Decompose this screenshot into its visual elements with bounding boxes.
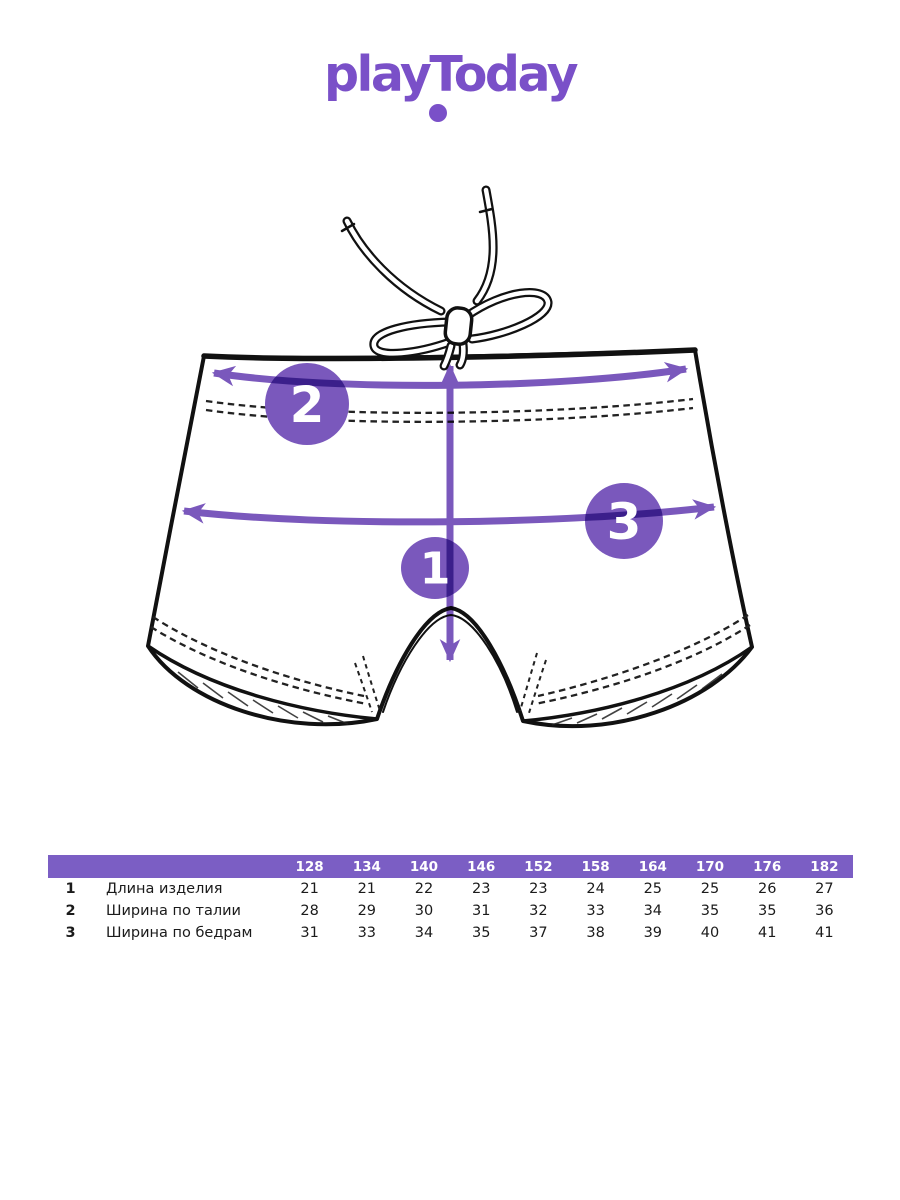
row-value: 39 xyxy=(643,925,663,941)
brand-logo-text: playToday xyxy=(323,46,579,103)
drawstring-bow xyxy=(340,185,553,371)
measure-marker-numbers: 2 3 1 xyxy=(290,376,642,595)
header-cell-size: 146 xyxy=(467,858,496,875)
row-value: 26 xyxy=(757,881,777,897)
stitch-lines xyxy=(150,397,751,706)
row-number: 3 xyxy=(65,925,76,941)
crotch-stitch-lines xyxy=(354,652,547,714)
row-value: 37 xyxy=(529,925,548,941)
row-value: 28 xyxy=(300,903,319,919)
bow-knot xyxy=(443,306,474,346)
marker-number-2: 2 xyxy=(290,376,325,434)
measure-arrows xyxy=(181,362,717,663)
size-table-row: 2 Ширина по талии 28 29 30 31 32 33 34 3… xyxy=(48,900,853,922)
row-value: 25 xyxy=(643,881,663,897)
row-label: Длина изделия xyxy=(106,881,223,897)
row-value: 36 xyxy=(815,903,834,919)
brand-logo: playToday xyxy=(0,50,900,100)
row-value: 30 xyxy=(414,903,434,919)
row-value: 24 xyxy=(586,881,605,897)
header-cell-size: 158 xyxy=(581,858,610,875)
row-value: 41 xyxy=(757,925,777,941)
row-value: 34 xyxy=(643,903,663,919)
row-number: 1 xyxy=(65,881,76,897)
row-value: 23 xyxy=(529,881,548,897)
header-cell-size: 176 xyxy=(753,858,782,875)
row-value: 27 xyxy=(815,881,834,897)
row-value: 25 xyxy=(700,881,720,897)
row-value: 35 xyxy=(471,925,491,941)
header-cell-size: 182 xyxy=(810,858,839,875)
header-cell-size: 134 xyxy=(352,858,381,875)
marker-number-3: 3 xyxy=(607,493,642,551)
row-value: 31 xyxy=(300,925,319,941)
row-value: 33 xyxy=(357,925,377,941)
hem-hatching xyxy=(177,671,723,726)
row-label: Ширина по бедрам xyxy=(106,925,253,941)
row-value: 34 xyxy=(414,925,434,941)
header-cell-size: 164 xyxy=(638,858,667,875)
row-value: 21 xyxy=(357,881,377,897)
header-cell-size: 170 xyxy=(695,858,725,875)
row-value: 31 xyxy=(471,903,491,919)
size-table-row: 3 Ширина по бедрам 31 33 34 35 37 38 39 … xyxy=(48,922,853,944)
row-value: 33 xyxy=(586,903,605,919)
row-value: 35 xyxy=(757,903,777,919)
row-value: 29 xyxy=(357,903,377,919)
row-value: 41 xyxy=(815,925,834,941)
row-value: 22 xyxy=(414,881,434,897)
header-cell-size: 152 xyxy=(524,858,553,875)
size-table-row: 1 Длина изделия 21 21 22 23 23 24 25 25 … xyxy=(48,878,853,900)
size-table: 128 134 140 146 152 158 164 170 176 182 … xyxy=(48,855,853,944)
shorts-measurement-diagram: 2 3 1 xyxy=(146,185,754,729)
row-value: 35 xyxy=(700,903,720,919)
size-table-header-row: 128 134 140 146 152 158 164 170 176 182 xyxy=(48,855,853,878)
row-value: 21 xyxy=(300,881,319,897)
header-cell-size: 128 xyxy=(295,858,324,875)
row-label: Ширина по талии xyxy=(106,903,241,919)
marker-number-1: 1 xyxy=(420,544,451,595)
row-value: 38 xyxy=(586,925,605,941)
row-value: 23 xyxy=(471,881,491,897)
row-value: 32 xyxy=(529,903,548,919)
header-cell-size: 140 xyxy=(409,858,439,875)
row-number: 2 xyxy=(65,903,76,919)
row-value: 40 xyxy=(700,925,720,941)
logo-dot xyxy=(429,104,447,122)
